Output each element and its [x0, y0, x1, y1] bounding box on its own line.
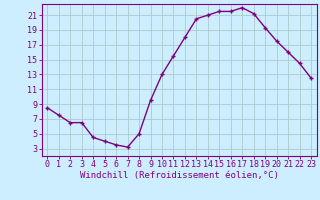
- X-axis label: Windchill (Refroidissement éolien,°C): Windchill (Refroidissement éolien,°C): [80, 171, 279, 180]
